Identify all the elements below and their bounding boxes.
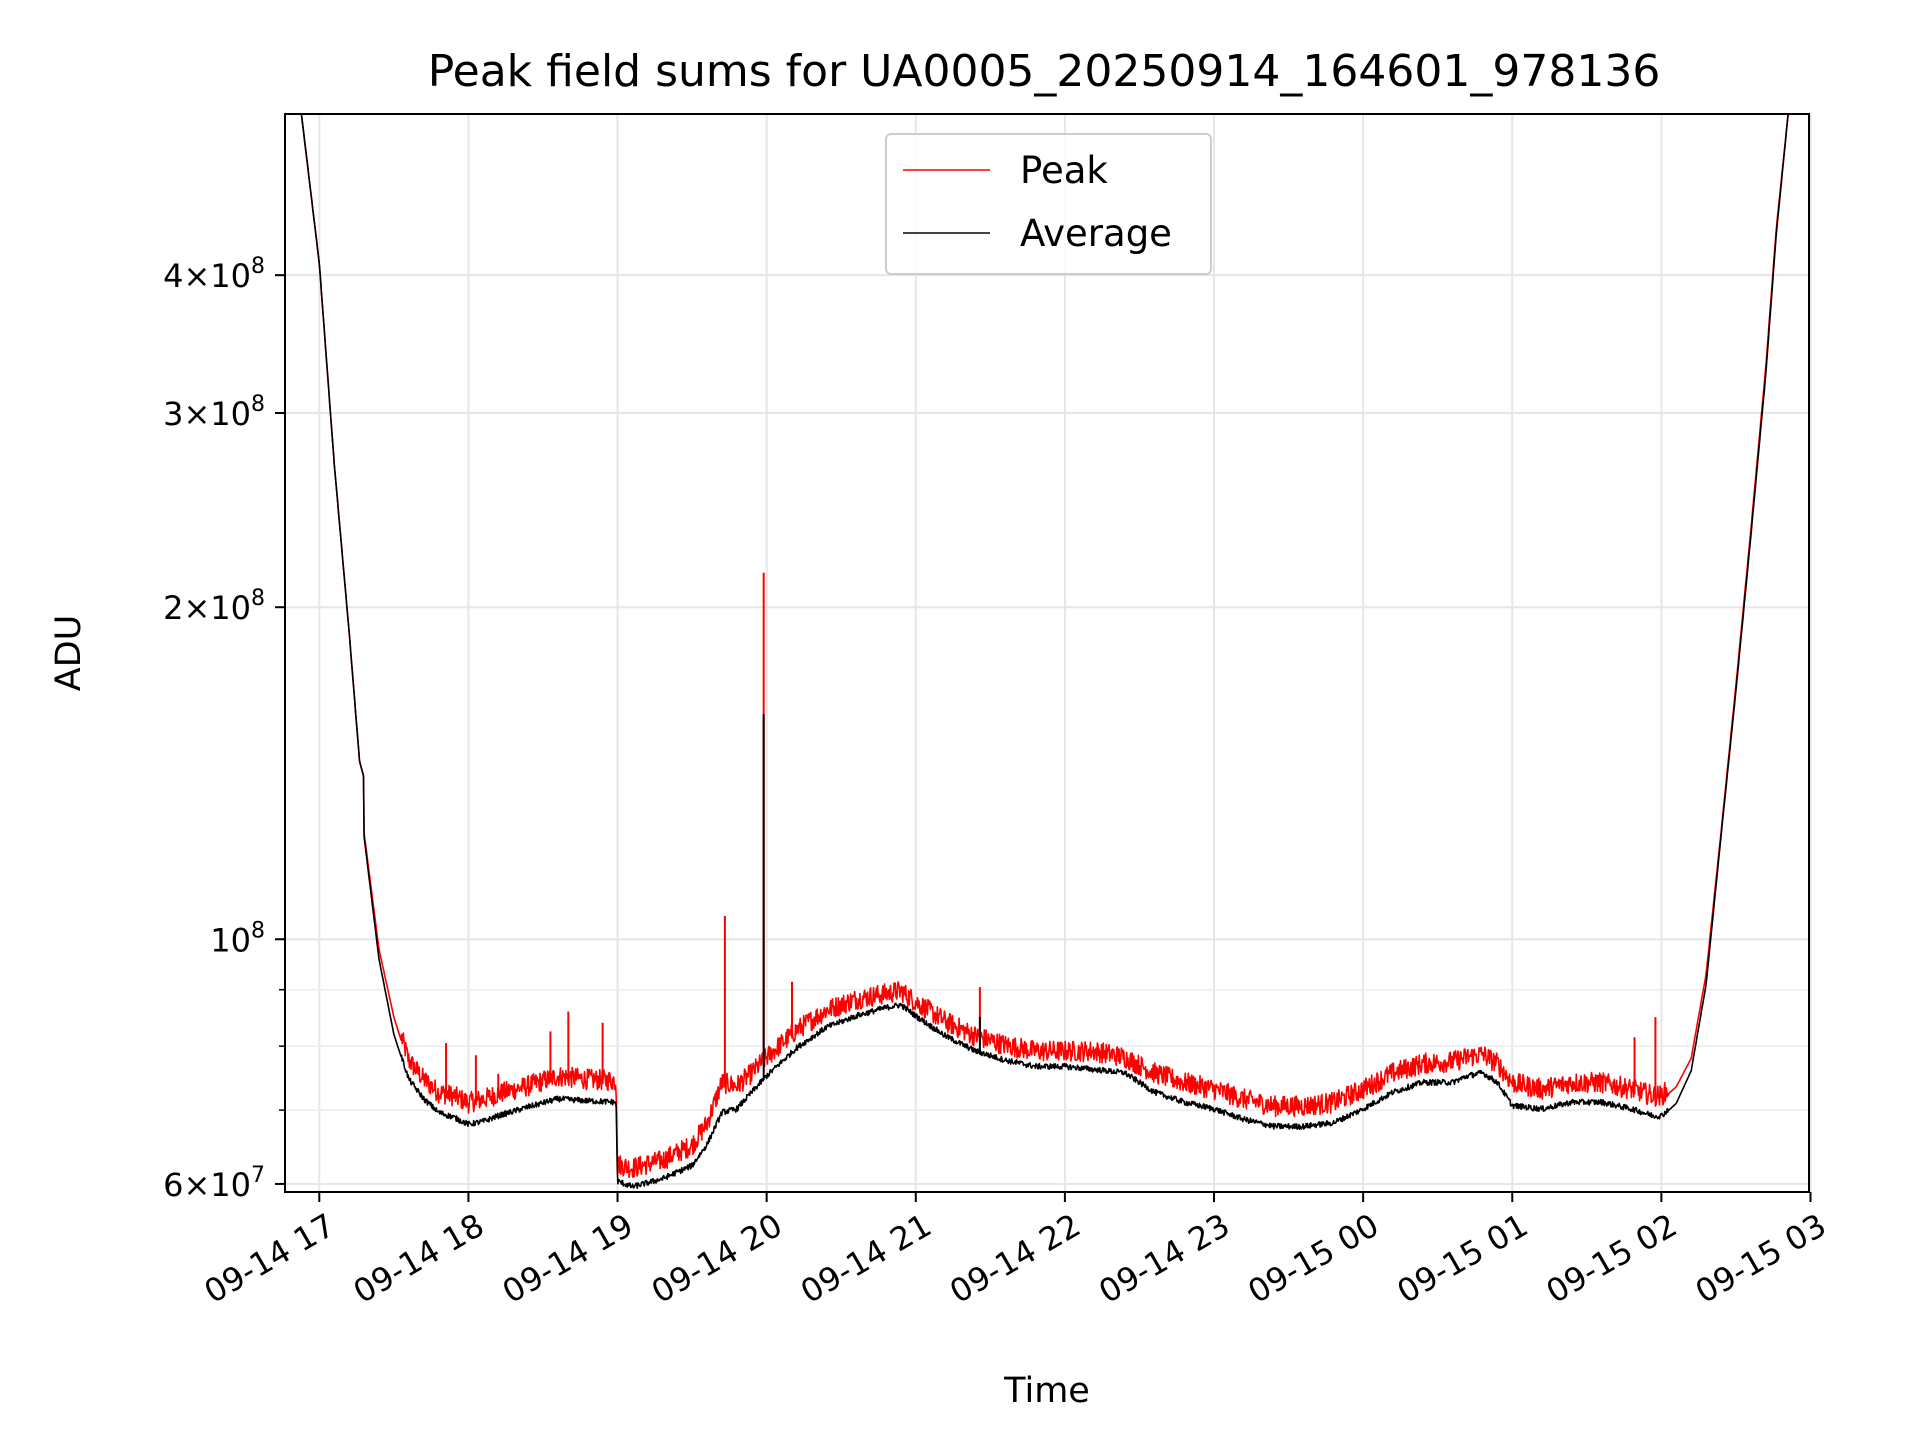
plot-area xyxy=(285,114,1809,1189)
y-tick-label: 2×108 xyxy=(163,586,265,627)
legend-label-peak: Peak xyxy=(1020,149,1108,192)
legend-box xyxy=(885,133,1212,275)
axes-frame xyxy=(284,113,1810,1193)
y-tick-label: 4×108 xyxy=(163,254,265,295)
grid xyxy=(285,114,1812,1192)
series-line-average xyxy=(285,114,1809,1189)
y-tick-label: 6×107 xyxy=(163,1163,265,1204)
x-axis-label: Time xyxy=(1003,1371,1090,1411)
y-tick-label: 108 xyxy=(210,918,265,959)
y-axis: 6×107 108 2×108 3×108 4×108 xyxy=(163,254,285,1204)
legend[interactable]: Peak Average xyxy=(885,133,1212,275)
chart-title: Peak field sums for UA0005_20250914_1646… xyxy=(428,46,1661,97)
series-line-peak xyxy=(285,114,1809,1179)
y-tick-label: 3×108 xyxy=(163,392,265,433)
spikes xyxy=(445,572,1657,1106)
legend-label-average: Average xyxy=(1020,212,1172,255)
y-axis-label: ADU xyxy=(49,615,89,692)
